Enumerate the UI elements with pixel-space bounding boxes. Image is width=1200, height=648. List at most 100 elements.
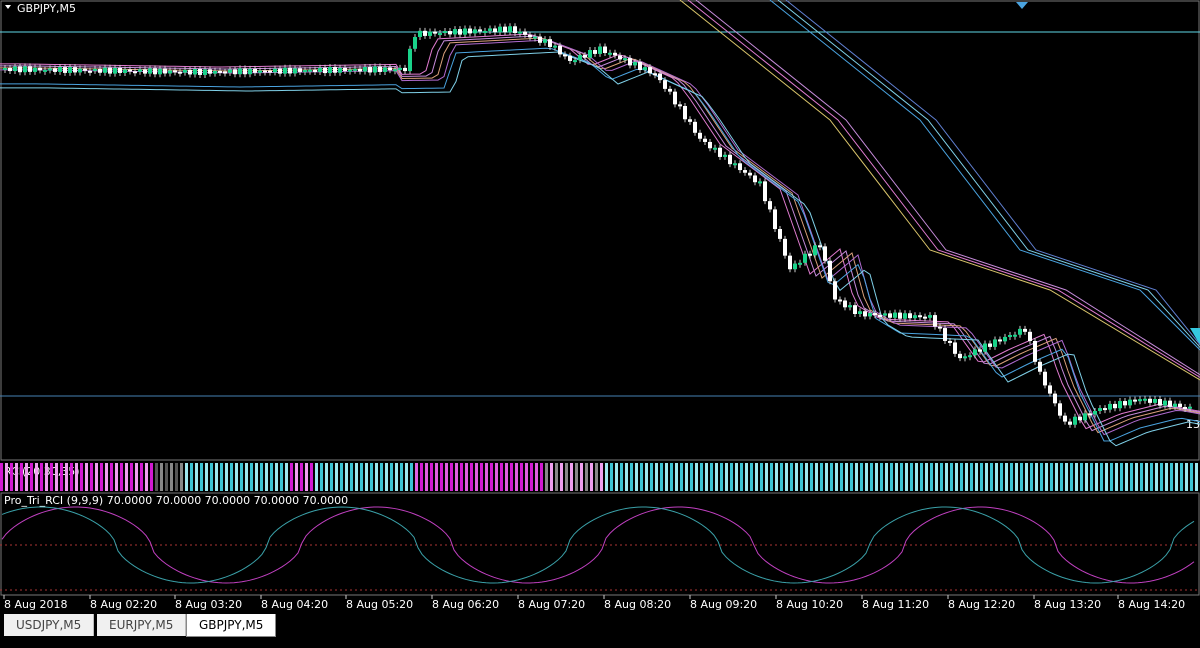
candle [653,73,657,76]
rci-bar [465,463,468,491]
candle [858,311,862,314]
candle [228,69,232,73]
candle [1003,336,1007,342]
candle [843,300,847,308]
rci-bar [840,463,843,491]
main-frame [0,0,1200,461]
candle [83,68,87,71]
rci-bar [500,463,503,491]
rci-bar [1005,463,1008,491]
rci-bar [700,463,703,491]
rci-bar [575,463,578,491]
candle [588,50,592,58]
candle [223,71,227,74]
rci-bar [600,463,603,491]
candle [218,70,222,73]
rci-bar [505,463,508,491]
rci-bar [930,463,933,491]
rci-bar [755,463,758,491]
candle [838,299,842,302]
candle [8,67,12,72]
rci-bar [375,463,378,491]
time-label: 8 Aug 2018 [4,598,67,611]
osc-frame [0,492,1200,596]
candle [478,29,482,32]
rci-bar [645,463,648,491]
rci-bar [800,463,803,491]
rci-bar [80,463,83,491]
rci-bar [230,463,233,491]
rci-bar [255,463,258,491]
candle [683,106,687,120]
rci-bar [125,463,128,491]
candle [763,181,767,202]
candle [263,70,267,73]
rci-bar [55,463,58,491]
candle [948,340,952,343]
rci-bar [970,463,973,491]
candle [1078,416,1082,421]
candle [643,67,647,71]
candle [128,69,132,72]
candle [913,315,917,319]
rci-bar [450,463,453,491]
rci-bar [1060,463,1063,491]
candle [58,67,62,72]
rci-bar [405,463,408,491]
candle [993,339,997,347]
rci-bar [935,463,938,491]
candle [448,31,452,35]
candle [213,70,217,74]
rci-bar [555,463,558,491]
rci-bar [1045,463,1048,491]
candle [303,70,307,73]
candle [368,67,372,73]
candle [698,132,702,139]
tab[interactable]: EURJPY,M5 [97,614,187,636]
rci-bar [515,463,518,491]
candle [708,141,712,149]
rci-bar [1050,463,1053,491]
rci-bar [300,463,303,491]
rci-bar [985,463,988,491]
candle [503,26,507,33]
candle [538,36,542,43]
candle [923,316,927,319]
rci-bar [250,463,253,491]
rci-bar [845,463,848,491]
candle [783,238,787,256]
rci-bar [460,463,463,491]
candle [28,66,32,72]
candle [333,67,337,73]
candle [573,60,577,63]
rci-bar [950,463,953,491]
rci-bar [765,463,768,491]
rci-bar [50,463,53,491]
candle [233,69,237,75]
rci-bar [735,463,738,491]
tab[interactable]: USDJPY,M5 [4,614,95,636]
rci-bar [1010,463,1013,491]
candle [983,343,987,352]
rci-bar [1095,463,1098,491]
rci-bar [725,463,728,491]
candle [738,163,742,171]
rci-bar [585,463,588,491]
rci-bar [15,463,18,491]
candle [158,68,162,75]
rci-bar [1125,463,1128,491]
rci-bar [945,463,948,491]
candle [353,68,357,71]
candle [723,154,727,157]
time-label: 8 Aug 10:20 [776,598,843,611]
rci-bar [1170,463,1173,491]
rci-bar [995,463,998,491]
rci-bar [225,463,228,491]
candle [658,73,662,81]
tab[interactable]: GBPJPY,M5 [186,614,277,637]
candle [888,313,892,318]
rci-bar [1040,463,1043,491]
rci-bar [550,463,553,491]
candle [583,54,587,58]
rci-bar [910,463,913,491]
